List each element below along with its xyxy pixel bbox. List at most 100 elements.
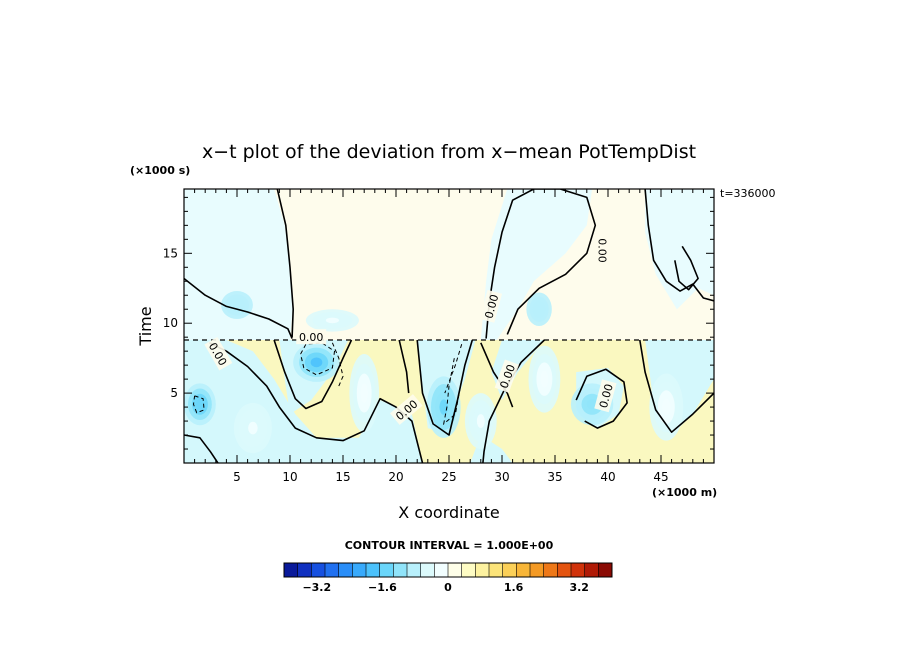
y-tick-labels: 5 10 15 bbox=[163, 246, 178, 400]
colorbar-swatch bbox=[543, 563, 558, 577]
colorbar-frame bbox=[283, 562, 613, 578]
axis-ticks bbox=[184, 189, 714, 463]
colorbar-swatch bbox=[284, 563, 298, 577]
negative-contour bbox=[442, 358, 463, 426]
colorbar-tick-label: −1.6 bbox=[368, 581, 397, 594]
x-tick-label: 30 bbox=[494, 470, 509, 484]
colorbar-swatch bbox=[516, 563, 531, 577]
contour-label: 0.00 bbox=[597, 383, 616, 410]
colorbar-swatch bbox=[338, 563, 353, 577]
contour-label-bg bbox=[204, 336, 233, 371]
y-unit-label: (×1000 s) bbox=[130, 164, 190, 177]
y-axis-label: Time bbox=[136, 306, 155, 346]
contour-label-bg bbox=[594, 379, 617, 413]
zero-contour bbox=[398, 339, 410, 394]
anomaly-patch bbox=[662, 398, 671, 416]
plot-field: 0.000.000.000.000.000.000.00 bbox=[184, 189, 714, 463]
colorbar-swatch bbox=[352, 563, 367, 577]
x-tick-label: 5 bbox=[233, 470, 241, 484]
anomaly-patch bbox=[439, 399, 448, 415]
x-tick-label: 45 bbox=[653, 470, 668, 484]
colorbar-swatch bbox=[325, 563, 339, 577]
colorbar-swatch bbox=[420, 563, 435, 577]
colorbar-swatch bbox=[598, 563, 613, 577]
colorbar-swatch bbox=[393, 563, 408, 577]
zero-contour bbox=[416, 339, 474, 436]
zero-contour bbox=[674, 245, 699, 291]
zero-contour bbox=[273, 339, 353, 410]
colorbar-swatch bbox=[475, 563, 490, 577]
anomaly-patch bbox=[325, 317, 340, 324]
zero-contour bbox=[276, 189, 294, 338]
colorbar-swatch bbox=[584, 563, 599, 577]
zero-contours bbox=[184, 189, 714, 463]
anomaly-patch bbox=[360, 383, 368, 403]
anomaly-patch bbox=[195, 399, 204, 410]
negative-contour bbox=[192, 395, 205, 414]
colorbar-tick-labels: −3.2 −1.6 0 1.6 3.2 bbox=[302, 581, 589, 594]
contour-label-bg bbox=[595, 235, 611, 266]
colorbar-swatch bbox=[379, 563, 394, 577]
contour-label-group: 0.00 bbox=[594, 379, 617, 413]
negative-region bbox=[480, 189, 593, 340]
x-tick-label: 25 bbox=[441, 470, 456, 484]
colorbar bbox=[283, 562, 613, 578]
colorbar-swatch bbox=[297, 563, 312, 577]
colorbar-tick-label: −3.2 bbox=[302, 581, 331, 594]
x-axis-label: X coordinate bbox=[398, 503, 499, 522]
x-tick-label: 20 bbox=[388, 470, 403, 484]
x-tick-label: 10 bbox=[282, 470, 297, 484]
negative-region bbox=[184, 189, 294, 340]
x-tick-labels: 5 10 15 20 25 30 35 40 45 bbox=[233, 470, 668, 484]
x-tick-label: 40 bbox=[600, 470, 615, 484]
colorbar-swatch bbox=[571, 563, 585, 577]
colorbar-swatch bbox=[448, 563, 462, 577]
y-tick-label: 10 bbox=[163, 316, 178, 330]
y-tick-label: 5 bbox=[170, 386, 178, 400]
zero-contour bbox=[575, 368, 628, 429]
colorbar-tick-label: 1.6 bbox=[504, 581, 524, 594]
contour-label: 0.00 bbox=[482, 293, 501, 320]
zero-contour bbox=[209, 342, 424, 463]
contour-label-bg bbox=[296, 329, 327, 345]
negative-contour bbox=[300, 342, 336, 376]
contour-label: 0.00 bbox=[596, 238, 609, 262]
anomaly-patch bbox=[310, 357, 323, 368]
x-unit-label: (×1000 m) bbox=[652, 486, 717, 499]
y-tick-label: 15 bbox=[163, 246, 178, 260]
colorbar-tick-label: 3.2 bbox=[569, 581, 589, 594]
anomaly-patch bbox=[535, 305, 543, 314]
contour-label-group: 0.00 bbox=[479, 289, 503, 323]
anomaly-patch bbox=[248, 421, 258, 435]
negative-contour bbox=[444, 344, 463, 394]
zero-contour bbox=[485, 189, 597, 339]
colorbar-tick-label: 0 bbox=[444, 581, 452, 594]
colorbar-swatch bbox=[311, 563, 326, 577]
contour-label-bg bbox=[389, 394, 423, 425]
x-tick-label: 15 bbox=[335, 470, 350, 484]
colorbar-swatch bbox=[530, 563, 544, 577]
contour-label-bg bbox=[479, 289, 503, 323]
contour-label: 0.00 bbox=[299, 331, 324, 344]
zero-contour bbox=[639, 339, 714, 433]
zero-contour bbox=[482, 339, 545, 463]
anomaly-patch bbox=[540, 370, 549, 388]
x-tick-label: 35 bbox=[547, 470, 562, 484]
colorbar-swatch bbox=[366, 563, 380, 577]
contour-label-group: 0.00 bbox=[595, 235, 611, 266]
colorbar-swatch bbox=[557, 563, 572, 577]
zero-contour bbox=[184, 277, 293, 339]
zero-contour bbox=[644, 189, 714, 302]
colorbar-swatch bbox=[502, 563, 517, 577]
contour-label-bg bbox=[494, 359, 520, 393]
contour-label-group: 0.00 bbox=[296, 329, 327, 345]
anomaly-patch bbox=[233, 301, 241, 309]
time-label: t=336000 bbox=[720, 187, 776, 200]
negative-contour bbox=[331, 342, 344, 387]
colorbar-swatch bbox=[434, 563, 449, 577]
contour-interval-text: CONTOUR INTERVAL = 1.000E+00 bbox=[345, 539, 554, 552]
colorbar-swatch bbox=[489, 563, 503, 577]
colorbar-swatch bbox=[407, 563, 421, 577]
zero-contour bbox=[184, 434, 219, 463]
